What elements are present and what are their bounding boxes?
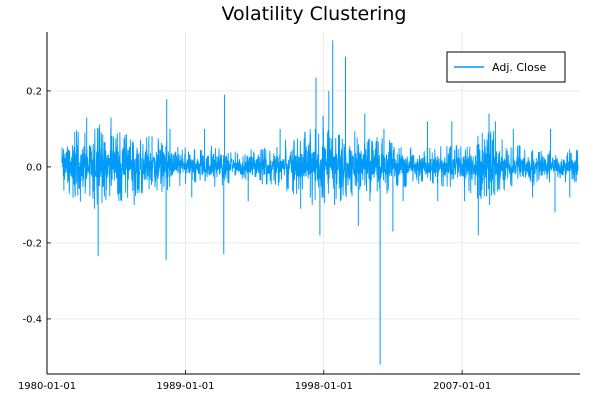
chart-title: Volatility Clustering: [222, 3, 407, 25]
x-tick-label: 1998-01-01: [295, 381, 353, 392]
x-tick-label: 2007-01-01: [433, 381, 491, 392]
legend-label: Adj. Close: [492, 61, 547, 74]
x-tick-label: 1980-01-01: [18, 381, 76, 392]
y-tick-labels: 0.2 0.0 -0.2 -0.4: [22, 86, 51, 325]
y-tick-label: 0.2: [26, 86, 42, 97]
y-tick-label: -0.4: [22, 314, 42, 325]
x-tick-label: 1989-01-01: [156, 381, 214, 392]
legend: Adj. Close: [446, 51, 566, 83]
y-tick-label: -0.2: [22, 238, 42, 249]
y-tick-label: 0.0: [26, 162, 42, 173]
x-tick-labels: 1980-01-01 1989-01-01 1998-01-01 2007-01-01: [18, 370, 491, 392]
axes: [46, 32, 580, 375]
series-adj-close: [61, 40, 579, 365]
grid: [46, 32, 580, 374]
